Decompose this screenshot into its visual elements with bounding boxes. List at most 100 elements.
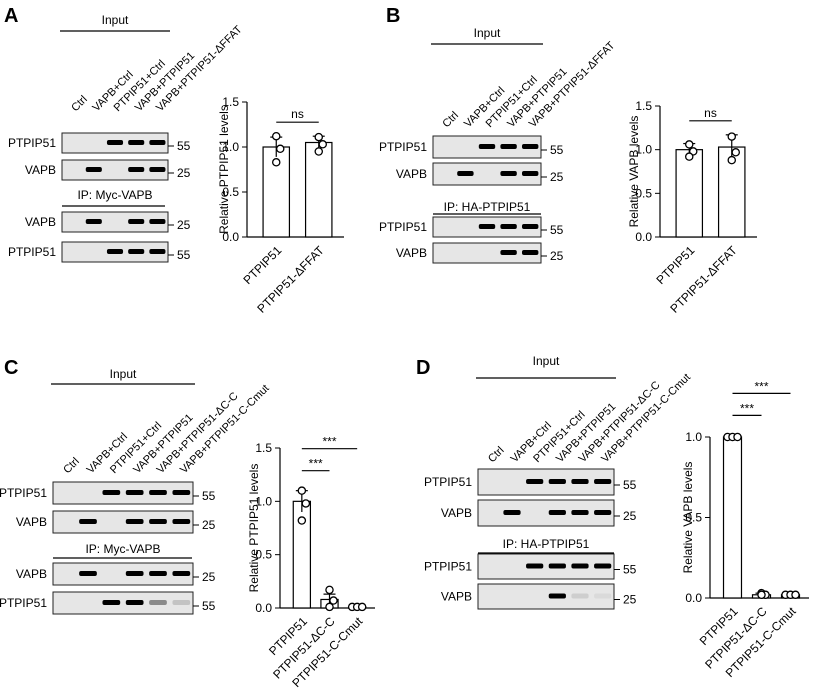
blot-row-label: PTPIP51 — [424, 475, 472, 489]
panel-label: D — [416, 357, 430, 379]
panel-label: C — [4, 357, 18, 379]
ip-label: IP: Myc-VAPB — [77, 188, 152, 202]
blot-row-label: VAPB — [16, 567, 47, 581]
blot-band — [571, 510, 589, 515]
bar — [722, 436, 743, 599]
blot-band — [548, 593, 566, 599]
blot-band — [172, 490, 191, 495]
y-tick-label: 1.5 — [635, 99, 652, 113]
blot-row-label: PTPIP51 — [379, 140, 427, 154]
blot-band — [594, 510, 612, 515]
blot-row-label: PTPIP51 — [424, 560, 472, 574]
y-tick-label: 1.5 — [222, 95, 239, 109]
y-axis-label: Relative VAPB levels — [681, 462, 695, 574]
data-point — [314, 147, 323, 156]
blot-band — [149, 519, 167, 524]
blot-band — [149, 167, 166, 172]
blot-band — [521, 144, 539, 149]
lane-label: Ctrl — [61, 456, 82, 477]
blot-strip — [61, 159, 169, 181]
blot-band — [571, 563, 589, 569]
blot-band — [149, 571, 167, 576]
mw-marker: 55 — [623, 563, 637, 577]
blot-band — [125, 490, 144, 495]
significance-label: ns — [704, 106, 717, 120]
blot-band — [79, 519, 97, 524]
y-tick-label: 0.0 — [255, 601, 272, 615]
significance-label: *** — [740, 401, 754, 415]
data-point — [325, 585, 334, 595]
mw-marker: 25 — [550, 249, 564, 263]
data-point — [733, 432, 742, 442]
blot-band — [457, 171, 474, 176]
lane-label: Ctrl — [69, 94, 90, 115]
input-label: Input — [533, 354, 560, 368]
input-label: Input — [102, 13, 129, 27]
y-tick-label: 1.0 — [222, 140, 239, 154]
mw-marker: 25 — [177, 218, 191, 232]
blot-band — [149, 249, 166, 254]
y-tick-label: 0.5 — [255, 548, 272, 562]
mw-marker: 25 — [177, 166, 191, 180]
blot-band — [521, 250, 539, 255]
mw-marker: 55 — [202, 489, 216, 503]
blot-strip — [477, 499, 615, 527]
blot-row-label: VAPB — [16, 515, 47, 529]
data-point — [271, 131, 281, 141]
blot-strip — [52, 510, 194, 534]
data-point — [757, 590, 766, 600]
blot-band — [526, 563, 544, 569]
mw-marker: 55 — [550, 223, 564, 237]
blot-band — [149, 490, 167, 495]
blot-band — [149, 219, 166, 224]
y-axis-label: Relative PTPIP51 levels — [247, 464, 261, 593]
data-point — [685, 152, 694, 161]
blot-strip — [477, 553, 615, 580]
blot-band — [125, 571, 144, 576]
data-point — [357, 602, 367, 612]
y-tick-label: 1.5 — [255, 441, 272, 455]
blot-band — [594, 563, 612, 569]
blot-band — [571, 479, 589, 484]
mw-marker: 25 — [202, 518, 216, 532]
ip-label: IP: HA-PTPIP51 — [503, 537, 590, 551]
data-point — [297, 516, 307, 525]
y-tick-label: 1.0 — [255, 494, 272, 508]
data-point — [727, 132, 737, 141]
y-tick-label: 1.0 — [685, 430, 702, 444]
y-tick-label: 0.5 — [685, 511, 702, 525]
mw-marker: 55 — [623, 478, 637, 492]
significance-label: *** — [754, 379, 768, 393]
blot-band — [172, 519, 191, 524]
significance-label: ns — [291, 107, 304, 121]
y-tick-label: 0.0 — [685, 591, 702, 605]
blot-band — [85, 167, 102, 172]
mw-marker: 25 — [623, 593, 637, 607]
blot-band — [503, 510, 521, 515]
lane-label: Ctrl — [440, 110, 461, 131]
x-tick-label: PTPIP51 — [654, 243, 698, 287]
mw-marker: 55 — [177, 139, 191, 153]
y-axis-label: Relative PTPIP51 levels — [217, 105, 231, 234]
data-point — [314, 132, 323, 142]
blot-band — [548, 479, 566, 484]
y-tick-label: 0.5 — [222, 185, 239, 199]
blot-band — [106, 140, 124, 145]
blot-strip — [52, 562, 194, 586]
mw-marker: 25 — [202, 570, 216, 584]
data-point — [791, 590, 800, 600]
data-point — [731, 148, 741, 157]
bar — [675, 149, 704, 238]
blot-band — [172, 571, 191, 576]
blot-row-label: VAPB — [25, 163, 56, 177]
blot-strip — [477, 583, 615, 610]
blot-band — [478, 144, 496, 149]
data-point — [329, 596, 338, 605]
